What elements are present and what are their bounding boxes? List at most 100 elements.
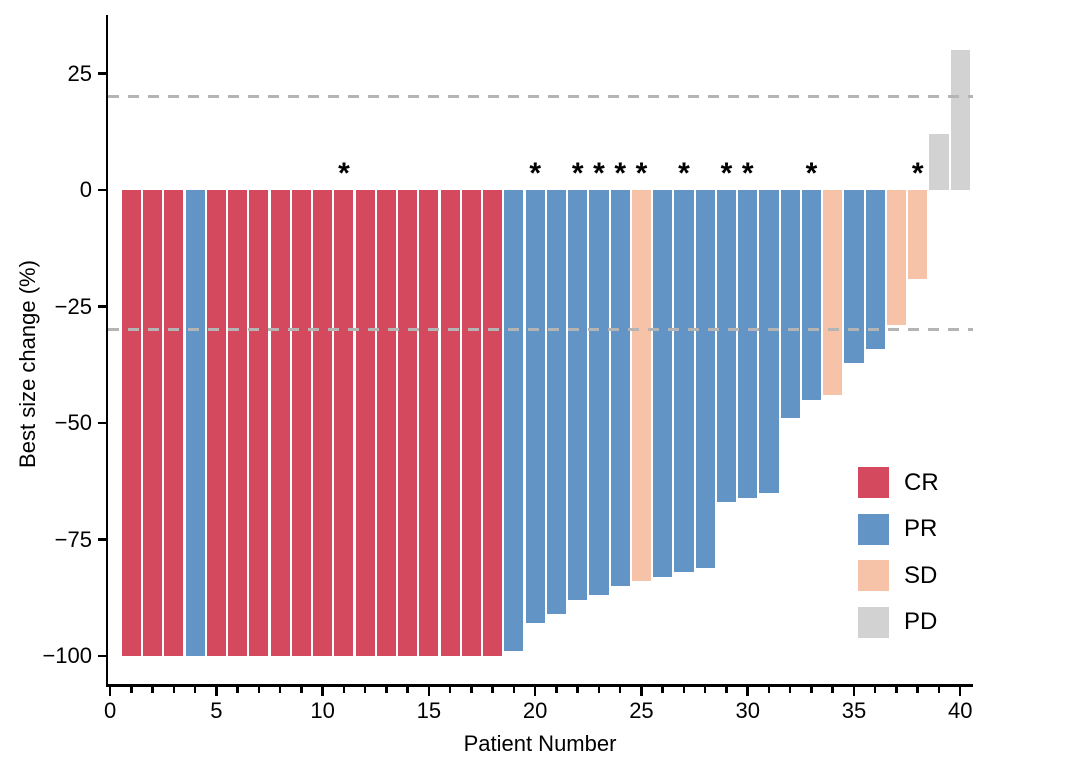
bar-patient-12 <box>355 190 375 657</box>
x-tick-major <box>746 686 749 696</box>
y-axis-title: Best size change (%) <box>15 260 40 468</box>
legend-label-sd: SD <box>904 561 938 589</box>
x-tick-label: 10 <box>310 698 335 723</box>
x-tick-major <box>640 686 643 696</box>
bar-patient-20 <box>525 190 545 624</box>
x-tick-minor <box>937 686 941 693</box>
x-axis-line <box>105 684 973 687</box>
x-tick-minor <box>236 686 239 693</box>
bar-patient-29 <box>716 190 737 503</box>
x-tick-minor <box>257 686 261 693</box>
bar-patient-8 <box>270 190 290 657</box>
x-tick-minor <box>682 686 686 693</box>
legend-item-pr: PR <box>858 513 938 545</box>
legend-item-cr: CR <box>858 467 939 498</box>
bar-patient-25 <box>631 190 651 582</box>
x-tick-minor <box>661 686 664 693</box>
legend-label-cr: CR <box>904 468 939 496</box>
significance-asterisk: * <box>911 157 924 191</box>
x-tick-label: 30 <box>735 698 760 723</box>
y-tick-label: −25 <box>54 293 92 319</box>
significance-asterisk: * <box>593 157 605 191</box>
bar-patient-10 <box>313 190 333 657</box>
bar-patient-28 <box>695 190 715 568</box>
bar-patient-34 <box>823 190 843 396</box>
x-tick-minor <box>470 686 473 693</box>
bar-patient-11 <box>334 190 354 657</box>
x-tick-label: 20 <box>522 698 548 723</box>
x-tick-minor <box>618 686 622 693</box>
significance-asterisk: * <box>338 157 350 191</box>
significance-asterisk: * <box>635 157 648 191</box>
significance-asterisk: * <box>741 157 754 191</box>
x-tick-minor <box>172 686 176 693</box>
legend-swatch-cr <box>858 467 889 498</box>
y-tick <box>97 72 106 75</box>
bar-patient-6 <box>228 190 248 657</box>
y-tick <box>97 188 106 192</box>
x-tick-minor <box>448 686 452 693</box>
x-tick-minor <box>300 686 303 693</box>
y-tick <box>97 421 106 425</box>
bar-patient-9 <box>291 190 311 657</box>
x-tick-minor <box>895 686 898 693</box>
x-tick-label: 0 <box>104 698 117 723</box>
y-tick <box>97 538 106 541</box>
legend-item-pd: PD <box>858 606 938 638</box>
significance-asterisk: * <box>529 157 542 191</box>
x-tick-minor <box>703 686 707 693</box>
x-tick-minor <box>385 686 388 693</box>
x-tick-minor <box>576 686 579 693</box>
y-tick-label: −100 <box>42 643 92 669</box>
bar-patient-40 <box>950 50 970 191</box>
x-tick-minor <box>810 686 813 693</box>
y-tick-label: −75 <box>54 526 92 552</box>
y-tick-label: −50 <box>54 410 92 436</box>
bar-patient-13 <box>376 190 396 657</box>
bar-patient-3 <box>164 190 184 657</box>
x-tick-major <box>427 686 431 696</box>
legend-swatch-sd <box>858 560 889 591</box>
x-tick-label: 40 <box>947 698 973 723</box>
bar-patient-5 <box>206 190 226 657</box>
bar-patient-30 <box>738 190 758 498</box>
bar-patient-14 <box>398 190 418 657</box>
threshold-line-minus30 <box>108 328 973 332</box>
bar-patient-26 <box>653 190 673 577</box>
legend-label-pd: PD <box>904 608 938 635</box>
x-tick-minor <box>278 686 282 693</box>
significance-asterisk: * <box>720 157 733 191</box>
bar-patient-27 <box>674 190 694 573</box>
bar-patient-18 <box>483 190 503 657</box>
bar-patient-37 <box>886 190 907 326</box>
bar-patient-16 <box>440 190 460 657</box>
x-tick-minor <box>767 686 771 693</box>
bar-patient-4 <box>185 190 205 657</box>
significance-asterisk: * <box>614 157 627 191</box>
bar-patient-23 <box>589 190 609 596</box>
bar-patient-24 <box>610 190 630 587</box>
bar-patient-22 <box>568 190 588 601</box>
x-tick-major <box>108 686 112 696</box>
y-tick-label: 0 <box>79 177 92 203</box>
bar-patient-39 <box>929 134 949 191</box>
y-tick <box>97 654 106 658</box>
bar-patient-2 <box>143 190 163 657</box>
legend-label-pr: PR <box>904 515 938 542</box>
bar-patient-15 <box>419 190 439 657</box>
x-tick-minor <box>193 686 197 693</box>
bar-patient-35 <box>844 190 864 363</box>
x-tick-major <box>958 686 962 696</box>
x-tick-minor <box>130 686 133 693</box>
x-tick-label: 15 <box>416 698 442 723</box>
x-tick-label: 35 <box>841 698 867 723</box>
x-axis-title: Patient Number <box>463 731 617 756</box>
x-tick-minor <box>555 686 558 693</box>
bar-patient-1 <box>121 190 141 657</box>
x-tick-minor <box>512 686 516 693</box>
x-tick-major <box>215 686 218 696</box>
bar-patient-36 <box>865 190 885 349</box>
significance-asterisk: * <box>805 157 818 191</box>
